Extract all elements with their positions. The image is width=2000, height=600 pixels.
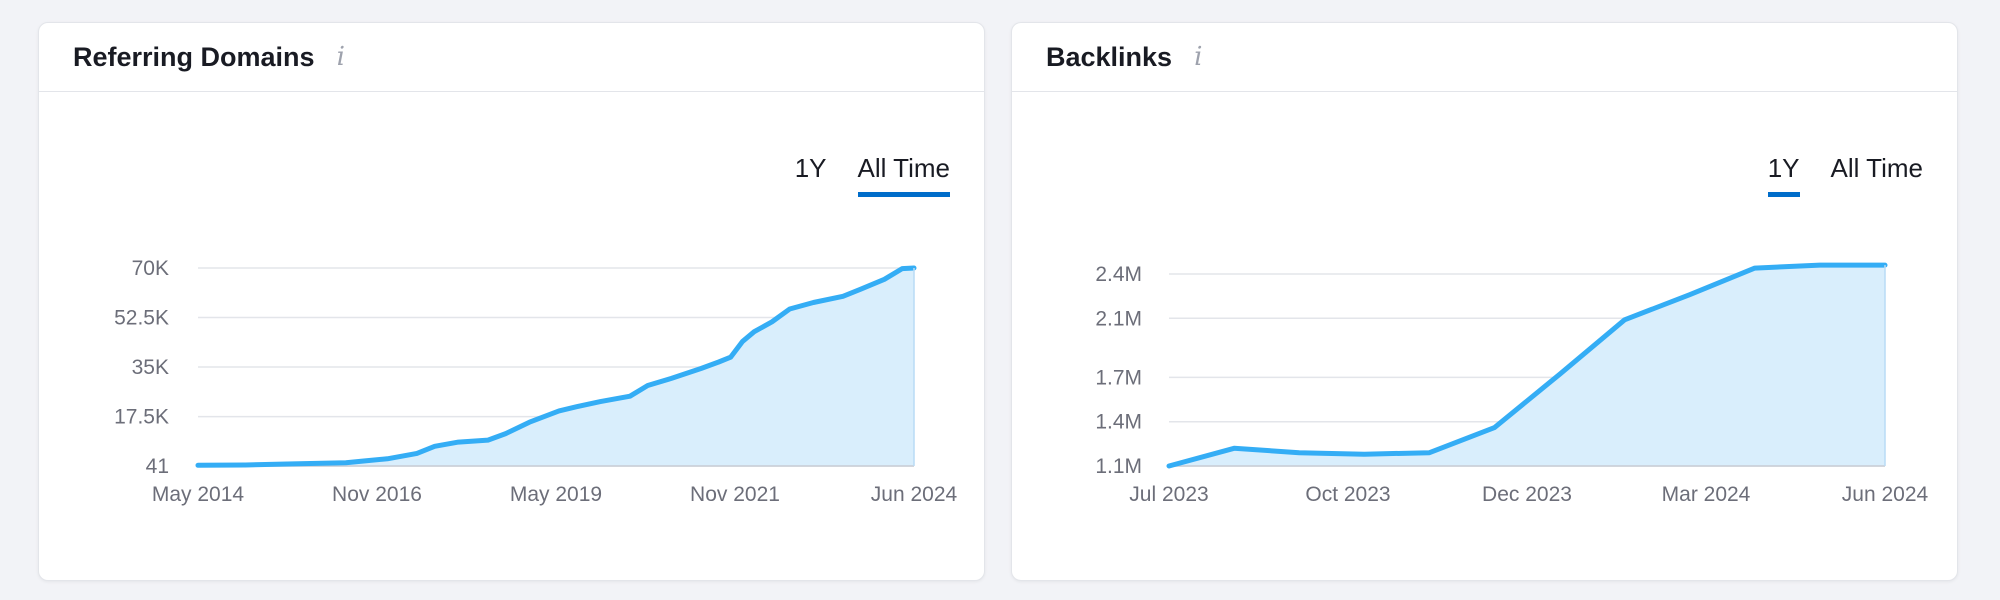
backlinks-chart: 1.1M 1.4M 1.7M 2.1M 2.4M Jul 2023 Oct 2023 Dec … — [1095, 262, 1929, 506]
y-tick-label: 1.4M — [1095, 411, 1142, 434]
card-title: Backlinks — [1046, 41, 1173, 72]
y-tick-label: 17.5K — [114, 406, 169, 429]
tab-all-time[interactable]: All Time — [857, 153, 950, 197]
y-tick-label: 2.4M — [1095, 263, 1142, 286]
tab-1y[interactable]: 1Y — [1767, 153, 1800, 197]
x-tick-label: May 2019 — [510, 483, 602, 506]
referring-domains-chart: 41 17.5K 35K 52.5K 70K May 2014 Nov 2016 May 20… — [114, 257, 958, 506]
x-tick-label: Oct 2023 — [1305, 483, 1390, 506]
x-tick-label: Nov 2021 — [690, 483, 780, 506]
period-tabs: 1Y All Time — [1767, 153, 1923, 197]
x-tick-label: May 2014 — [152, 483, 245, 506]
x-tick-label: Jul 2023 — [1129, 483, 1208, 506]
series-line — [1166, 262, 1888, 469]
period-tabs: 1Y All Time — [795, 153, 950, 197]
x-tick-label: Mar 2024 — [1662, 483, 1751, 506]
card-header: Backlinks i — [1012, 23, 1957, 92]
y-tick-label: 1.1M — [1095, 455, 1142, 478]
info-icon[interactable]: i — [336, 42, 345, 72]
card-header: Referring Domains i — [39, 23, 984, 92]
y-tick-label: 70K — [132, 257, 169, 280]
y-tick-label: 2.1M — [1095, 307, 1142, 330]
x-tick-label: Jun 2024 — [1842, 483, 1929, 506]
series-area — [198, 268, 914, 466]
tab-1y[interactable]: 1Y — [794, 153, 827, 183]
card-title: Referring Domains — [73, 41, 315, 72]
y-tick-label: 41 — [146, 455, 169, 478]
y-tick-label: 35K — [132, 356, 169, 379]
series-line — [195, 265, 917, 468]
x-tick-label: Dec 2023 — [1482, 483, 1572, 506]
info-icon[interactable]: i — [1194, 42, 1203, 72]
y-tick-label: 52.5K — [114, 307, 169, 330]
x-tick-label: Nov 2016 — [332, 483, 422, 506]
y-tick-label: 1.7M — [1095, 366, 1142, 389]
x-tick-label: Jun 2024 — [871, 483, 958, 506]
tab-all-time[interactable]: All Time — [1830, 153, 1923, 183]
referring-domains-card: Referring Domains i 1Y All Time 41 17.5K 3… — [38, 22, 985, 581]
series-area — [1169, 265, 1885, 466]
backlinks-card: Backlinks i 1Y All Time 1.1M 1.4M 1.7M 2.1M… — [1011, 22, 1958, 581]
